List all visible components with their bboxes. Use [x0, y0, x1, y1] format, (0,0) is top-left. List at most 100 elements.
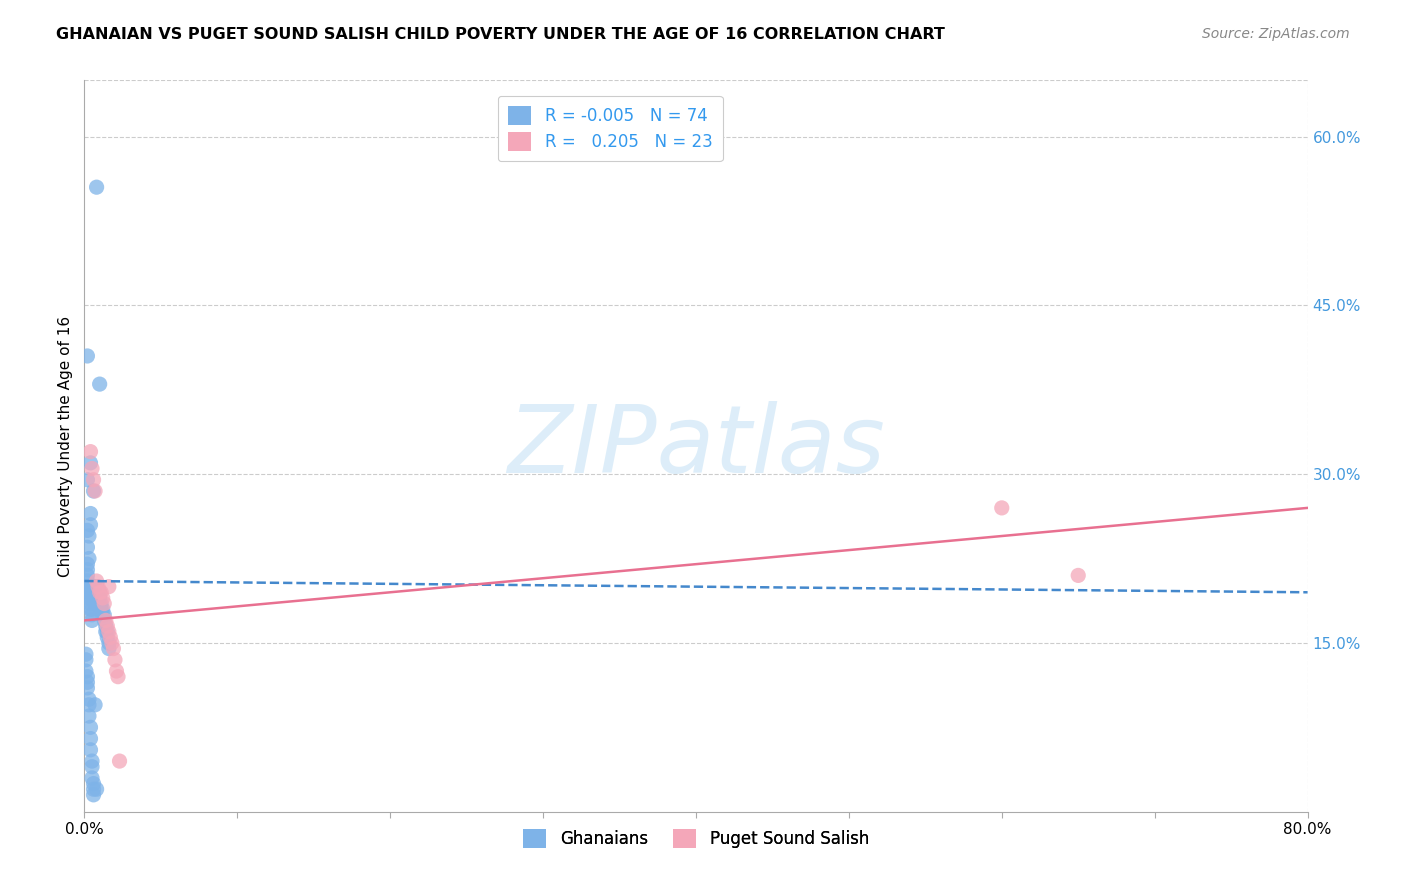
Point: [80, 607, 103, 622]
Point: [90, 585, 112, 599]
Point: [89, 597, 111, 611]
Point: [79, 517, 101, 532]
Point: [86, 574, 108, 588]
Point: [91, 602, 114, 616]
Point: [991, 500, 1014, 515]
Point: [83, 473, 105, 487]
Point: [83, 483, 105, 498]
Point: [77, 580, 100, 594]
Point: [96, 630, 118, 644]
Point: [79, 444, 101, 458]
Point: [76, 568, 98, 582]
Text: ZIPatlas: ZIPatlas: [508, 401, 884, 491]
Point: [83, 782, 105, 797]
Point: [89, 591, 111, 605]
Point: [79, 731, 101, 746]
Point: [80, 754, 103, 768]
Point: [77, 692, 100, 706]
Point: [93, 607, 115, 622]
Point: [77, 709, 100, 723]
Point: [105, 664, 128, 678]
Point: [104, 653, 127, 667]
Point: [79, 602, 101, 616]
Point: [80, 614, 103, 628]
Point: [76, 563, 98, 577]
Point: [84, 591, 107, 605]
Point: [94, 614, 117, 628]
Text: Source: ZipAtlas.com: Source: ZipAtlas.com: [1202, 27, 1350, 41]
Point: [87, 597, 110, 611]
Text: GHANAIAN VS PUGET SOUND SALISH CHILD POVERTY UNDER THE AGE OF 16 CORRELATION CHA: GHANAIAN VS PUGET SOUND SALISH CHILD POV…: [56, 27, 945, 42]
Point: [83, 776, 105, 790]
Point: [83, 788, 105, 802]
Point: [93, 597, 115, 611]
Point: [77, 529, 100, 543]
Point: [108, 754, 131, 768]
Point: [77, 585, 100, 599]
Point: [91, 607, 114, 622]
Point: [79, 597, 101, 611]
Point: [90, 597, 112, 611]
Point: [76, 675, 98, 690]
Point: [75, 653, 97, 667]
Point: [90, 602, 112, 616]
Point: [86, 585, 108, 599]
Point: [76, 670, 98, 684]
Point: [91, 591, 114, 605]
Point: [1067, 568, 1090, 582]
Point: [76, 541, 98, 555]
Point: [80, 602, 103, 616]
Point: [76, 349, 98, 363]
Point: [107, 670, 129, 684]
Point: [84, 597, 107, 611]
Point: [77, 591, 100, 605]
Point: [96, 624, 118, 639]
Point: [94, 619, 117, 633]
Point: [83, 591, 105, 605]
Y-axis label: Child Poverty Under the Age of 16: Child Poverty Under the Age of 16: [58, 316, 73, 576]
Point: [76, 473, 98, 487]
Point: [93, 614, 115, 628]
Point: [84, 483, 107, 498]
Point: [83, 585, 105, 599]
Point: [87, 591, 110, 605]
Point: [97, 624, 120, 639]
Point: [80, 760, 103, 774]
Point: [97, 636, 120, 650]
Point: [77, 698, 100, 712]
Point: [76, 574, 98, 588]
Point: [86, 782, 108, 797]
Point: [98, 630, 121, 644]
Point: [86, 180, 108, 194]
Point: [80, 461, 103, 475]
Point: [79, 720, 101, 734]
Point: [77, 585, 100, 599]
Point: [89, 377, 111, 392]
Point: [84, 698, 107, 712]
Point: [79, 743, 101, 757]
Point: [76, 557, 98, 571]
Point: [80, 580, 103, 594]
Point: [86, 580, 108, 594]
Point: [101, 636, 124, 650]
Point: [76, 681, 98, 695]
Point: [79, 456, 101, 470]
Point: [86, 580, 108, 594]
Point: [77, 551, 100, 566]
Point: [94, 624, 117, 639]
Point: [97, 580, 120, 594]
Point: [83, 580, 105, 594]
Point: [76, 580, 98, 594]
Point: [89, 585, 111, 599]
Point: [80, 771, 103, 785]
Point: [75, 664, 97, 678]
Point: [89, 585, 111, 599]
Point: [96, 619, 118, 633]
Point: [79, 507, 101, 521]
Legend: Ghanaians, Puget Sound Salish: Ghanaians, Puget Sound Salish: [516, 822, 876, 855]
Point: [97, 641, 120, 656]
Point: [103, 641, 125, 656]
Point: [87, 580, 110, 594]
Point: [79, 591, 101, 605]
Point: [75, 647, 97, 661]
